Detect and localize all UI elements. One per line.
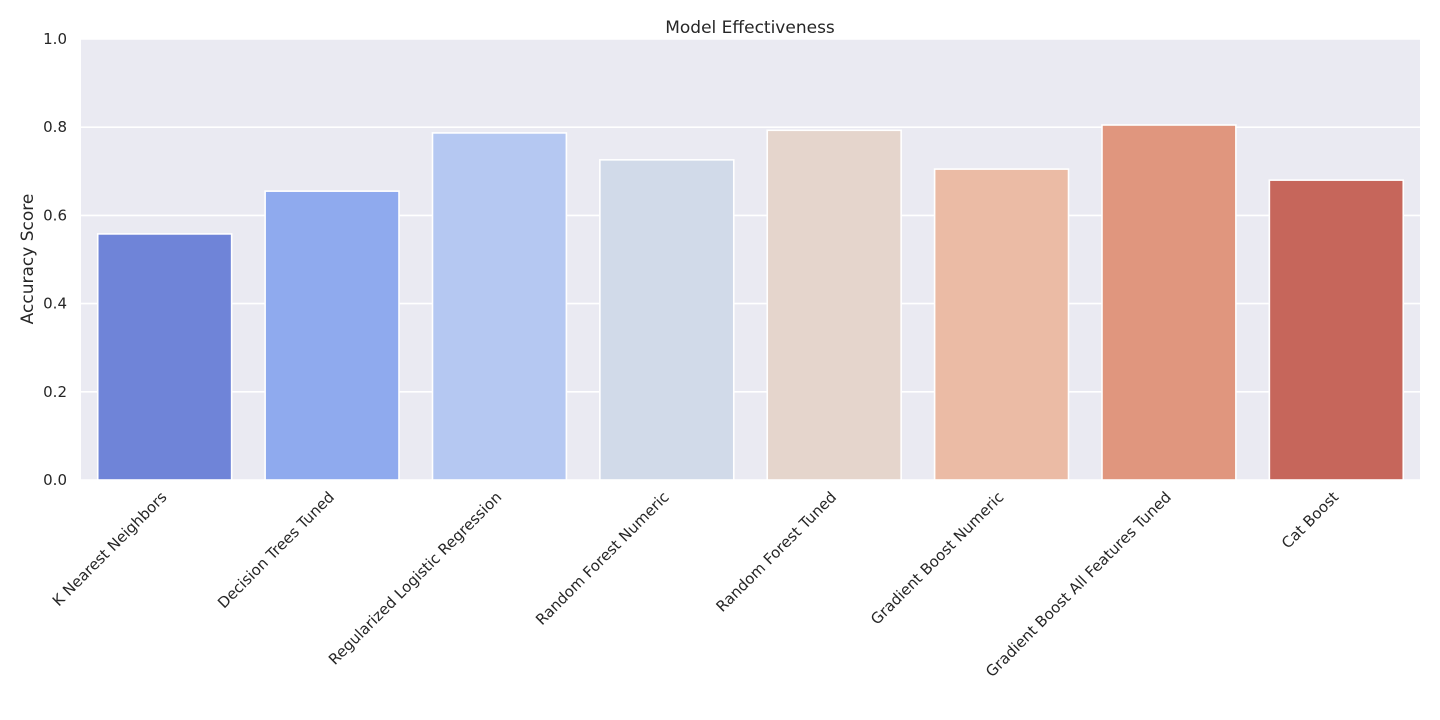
bar xyxy=(599,159,735,481)
bar xyxy=(933,168,1070,481)
x-tick-label: Decision Trees Tuned xyxy=(214,488,338,612)
y-axis-title: Accuracy Score xyxy=(18,194,38,325)
x-tick-label: Gradient Boost All Features Tuned xyxy=(982,488,1175,681)
y-tick-label: 0.4 xyxy=(43,295,67,313)
y-tick-label: 0.8 xyxy=(43,118,67,136)
x-tick-label: Random Forest Numeric xyxy=(532,488,673,629)
x-tick-label: Regularized Logistic Regression xyxy=(325,488,505,668)
y-tick-label: 0.0 xyxy=(43,471,67,489)
y-tick-label: 0.6 xyxy=(43,206,67,224)
y-tick-label: 0.2 xyxy=(43,383,67,401)
y-axis-ticks: 0.0 0.2 0.4 0.6 0.8 1.0 xyxy=(43,30,67,489)
x-tick-label: Random Forest Tuned xyxy=(713,488,841,616)
x-tick-label: Cat Boost xyxy=(1278,488,1342,552)
bar xyxy=(766,129,902,481)
x-axis-ticks: K Nearest Neighbors Decision Trees TunedR… xyxy=(49,488,1342,681)
bar xyxy=(264,190,400,481)
chart-title: Model Effectiveness xyxy=(665,18,835,38)
bar xyxy=(96,233,233,481)
x-tick-label: K Nearest Neighbors xyxy=(49,488,171,610)
bar xyxy=(431,132,568,481)
bars xyxy=(96,124,1405,481)
y-tick-label: 1.0 xyxy=(43,30,67,48)
bar xyxy=(1101,124,1237,481)
x-tick-label: Gradient Boost Numeric xyxy=(867,488,1007,628)
bar xyxy=(1268,179,1405,481)
